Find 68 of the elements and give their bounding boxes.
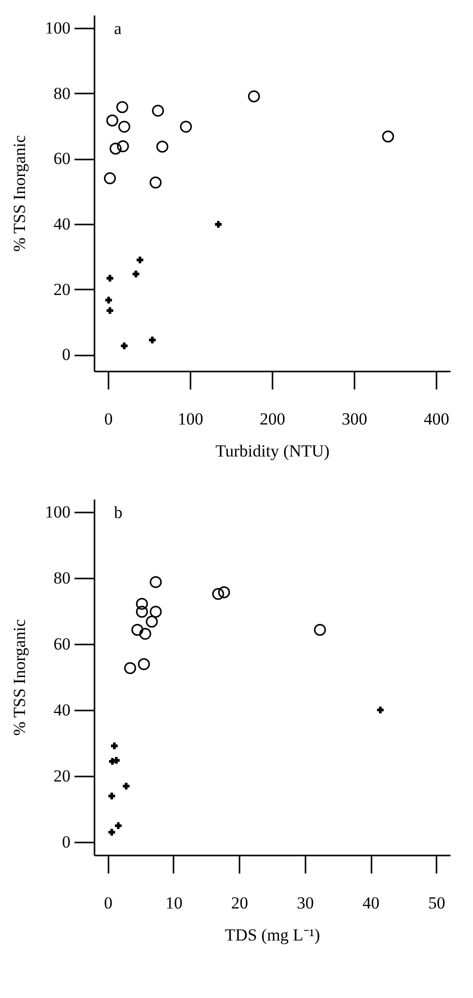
x-tick-label: 10 [165, 894, 182, 912]
y-tick-label: 40 [54, 700, 70, 720]
point [105, 296, 112, 304]
y-axis-title: % TSS Inorganic [10, 618, 29, 736]
x-tick-label: 300 [342, 410, 368, 428]
y-tick-label: 20 [54, 766, 70, 786]
point [114, 822, 122, 830]
point [248, 90, 260, 102]
y-tick-label: 20 [54, 280, 70, 299]
y-tick-label: 80 [54, 568, 70, 588]
point [106, 274, 114, 282]
point [108, 828, 116, 836]
point [148, 336, 156, 344]
x-tick-label: 0 [104, 410, 113, 428]
x-tick-label: 20 [231, 894, 248, 912]
point [180, 120, 192, 133]
point [112, 757, 120, 764]
y-tick-label: 40 [54, 214, 70, 234]
x-tick-label: 100 [178, 410, 204, 428]
point [111, 742, 118, 750]
point [132, 270, 140, 278]
x-tick-label: 400 [424, 410, 450, 428]
point [215, 221, 222, 228]
point [138, 658, 150, 670]
y-tick-label: 60 [54, 149, 70, 168]
y-tick-label: 100 [45, 502, 70, 522]
y-tick-label: 100 [45, 18, 70, 38]
x-tick-label: 50 [428, 894, 446, 912]
y-tick-label: 80 [54, 84, 70, 103]
point [314, 624, 326, 636]
point [150, 176, 162, 189]
point [124, 662, 136, 674]
point [156, 140, 168, 153]
point [377, 706, 384, 714]
point [108, 792, 116, 800]
point [104, 172, 116, 184]
point [139, 628, 152, 640]
x-tick-label: 40 [362, 894, 380, 912]
annotation: b [114, 503, 122, 522]
point [116, 101, 128, 114]
x-tick-label: 0 [104, 894, 113, 912]
point [120, 342, 128, 350]
y-tick-label: 60 [54, 634, 70, 654]
point [122, 782, 130, 790]
x-tick-label: 30 [296, 894, 314, 912]
point [106, 307, 114, 314]
x-axis-title: TDS (mg L⁻¹) [224, 926, 320, 944]
point [218, 586, 230, 598]
point [150, 576, 162, 588]
y-tick-label: 0 [62, 832, 70, 852]
point [131, 624, 144, 636]
point [136, 606, 148, 618]
point [212, 588, 224, 600]
y-tick-label: 0 [62, 345, 70, 364]
point [150, 606, 162, 618]
x-tick-label: 200 [260, 410, 286, 428]
point [146, 616, 158, 628]
x-axis-title: Turbidity (NTU) [215, 442, 330, 460]
point [118, 120, 130, 133]
point [152, 104, 164, 117]
point [136, 598, 148, 610]
point [110, 142, 122, 155]
point [382, 130, 394, 142]
point [116, 140, 129, 152]
y-axis-title: % TSS Inorganic [10, 134, 29, 252]
point [136, 256, 144, 264]
point [106, 114, 118, 126]
annotation: a [114, 19, 122, 38]
